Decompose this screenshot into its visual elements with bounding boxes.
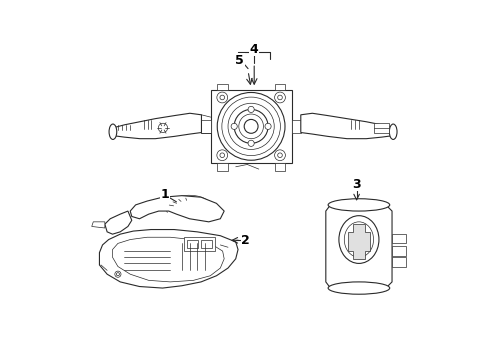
Bar: [392, 247, 406, 256]
Polygon shape: [217, 84, 228, 90]
Text: 1: 1: [161, 188, 169, 201]
Polygon shape: [301, 113, 393, 139]
Ellipse shape: [344, 222, 373, 257]
Bar: [374, 123, 390, 132]
Circle shape: [244, 120, 258, 133]
Text: 2: 2: [242, 234, 250, 247]
Ellipse shape: [328, 282, 390, 294]
Text: 5: 5: [235, 54, 244, 67]
Polygon shape: [113, 113, 201, 139]
Text: 3: 3: [352, 177, 361, 190]
Circle shape: [248, 106, 254, 112]
Ellipse shape: [390, 124, 397, 139]
Polygon shape: [113, 237, 224, 282]
Bar: [184, 237, 215, 251]
Polygon shape: [274, 163, 285, 171]
Polygon shape: [130, 195, 224, 222]
Polygon shape: [274, 84, 285, 90]
Polygon shape: [92, 222, 105, 228]
Bar: [392, 234, 406, 243]
Polygon shape: [211, 90, 292, 163]
Text: 4: 4: [250, 43, 259, 56]
Circle shape: [265, 123, 271, 130]
Polygon shape: [105, 211, 132, 234]
Polygon shape: [326, 205, 392, 288]
Ellipse shape: [109, 124, 117, 139]
Polygon shape: [348, 224, 370, 259]
Circle shape: [248, 140, 254, 147]
Polygon shape: [217, 163, 228, 171]
Bar: [201, 240, 212, 248]
Polygon shape: [99, 230, 238, 288]
Polygon shape: [201, 120, 211, 132]
Bar: [392, 257, 406, 266]
Ellipse shape: [328, 199, 390, 211]
Ellipse shape: [339, 216, 379, 264]
Circle shape: [231, 123, 237, 130]
Bar: [187, 240, 198, 248]
Polygon shape: [292, 120, 301, 132]
